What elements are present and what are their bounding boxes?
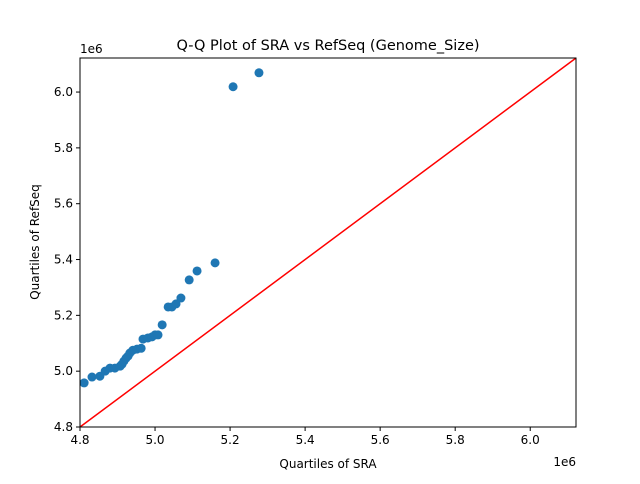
x-axis-label: Quartiles of SRA bbox=[279, 457, 377, 471]
y-tick-label: 5.0 bbox=[54, 364, 73, 378]
axes-frame bbox=[79, 57, 577, 428]
data-point bbox=[192, 266, 202, 276]
y-tick-label: 6.0 bbox=[54, 85, 73, 99]
data-point bbox=[228, 82, 238, 92]
y-tick-label: 5.6 bbox=[54, 197, 73, 211]
axis-ticks: 4.8 5.0 5.2 5.4 5.6 5.8 6.0 4.8 5.0 5.2 5.4 5.6 5.8 6… bbox=[54, 85, 540, 447]
x-tick-label: 4.8 bbox=[70, 433, 89, 447]
x-tick-label: 5.8 bbox=[446, 433, 465, 447]
data-point bbox=[136, 343, 146, 353]
data-point bbox=[184, 275, 194, 285]
y-tick-label: 4.8 bbox=[54, 420, 73, 434]
data-point bbox=[79, 378, 89, 388]
y-tick-label: 5.8 bbox=[54, 141, 73, 155]
x-tick-label: 5.2 bbox=[221, 433, 240, 447]
y-tick-label: 5.4 bbox=[54, 253, 73, 267]
data-point bbox=[157, 320, 167, 330]
x-tick-label: 5.4 bbox=[296, 433, 315, 447]
reference-line bbox=[79, 57, 577, 428]
x-tick-label: 5.0 bbox=[145, 433, 164, 447]
x-tick-label: 5.6 bbox=[371, 433, 390, 447]
x-offset-label: 1e6 bbox=[553, 455, 576, 469]
data-point bbox=[254, 68, 264, 78]
y-axis-label: Quartiles of RefSeq bbox=[28, 184, 42, 300]
plot-area bbox=[79, 57, 577, 428]
data-point bbox=[210, 258, 220, 268]
x-tick-label: 6.0 bbox=[521, 433, 540, 447]
data-point bbox=[176, 293, 186, 303]
y-tick-label: 5.2 bbox=[54, 308, 73, 322]
y-offset-label: 1e6 bbox=[80, 42, 103, 56]
chart-title: Q-Q Plot of SRA vs RefSeq (Genome_Size) bbox=[176, 38, 479, 54]
data-point bbox=[87, 372, 97, 382]
data-point bbox=[153, 330, 163, 340]
